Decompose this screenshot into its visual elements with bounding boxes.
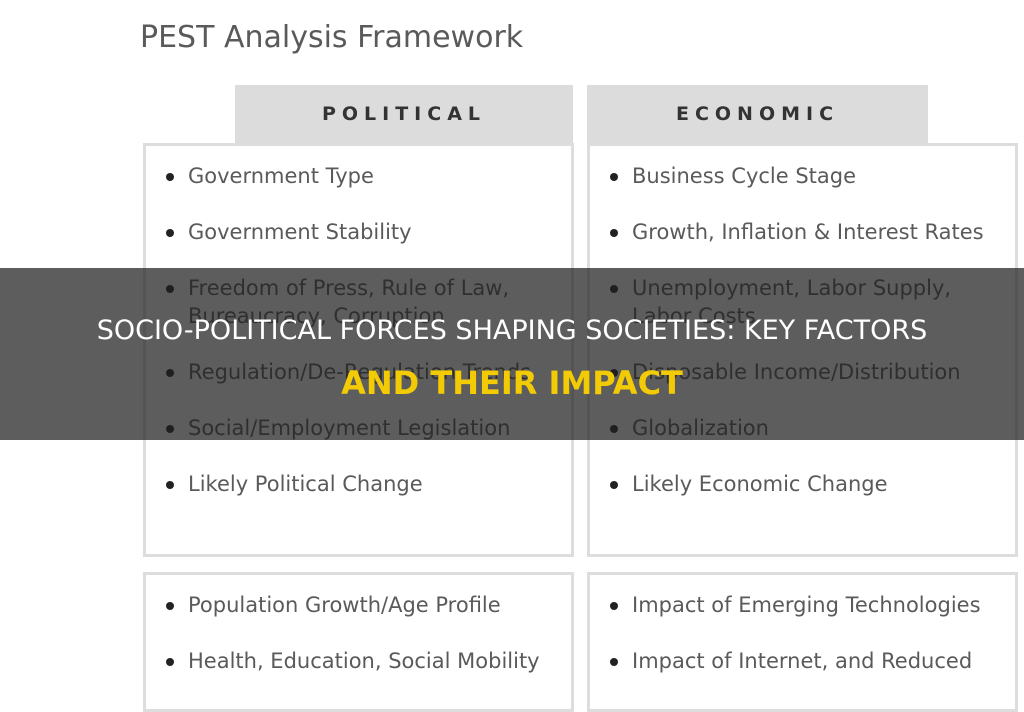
bullet: [610, 229, 618, 237]
bullet: [610, 658, 618, 666]
list-item: Growth, Inflation & Interest Rates: [610, 218, 1012, 246]
list-item: Likely Economic Change: [610, 470, 1012, 498]
bullet: [166, 602, 174, 610]
bullet: [610, 602, 618, 610]
column-heading: ECONOMIC: [587, 85, 928, 143]
list-item: Government Type: [166, 162, 568, 190]
bullet: [166, 173, 174, 181]
list-item: Impact of Internet, and Reduced: [610, 647, 1012, 675]
bullet: [610, 173, 618, 181]
item-text: Likely Economic Change: [632, 472, 888, 496]
banner-title: SOCIO-POLITICAL FORCES SHAPING SOCIETIES…: [96, 315, 928, 346]
list-item: Population Growth/Age Profile: [166, 591, 568, 619]
bullet: [166, 658, 174, 666]
framework-title: PEST Analysis Framework: [140, 20, 524, 55]
item-list: Impact of Emerging Technologies Impact of…: [590, 575, 1015, 675]
item-text: Growth, Inflation & Interest Rates: [632, 220, 984, 244]
list-item: Health, Education, Social Mobility: [166, 647, 568, 675]
item-text: Population Growth/Age Profile: [188, 593, 501, 617]
bullet: [610, 481, 618, 489]
list-item: Likely Political Change: [166, 470, 568, 498]
bottom-box: Impact of Emerging Technologies Impact of…: [587, 572, 1018, 712]
bullet: [166, 481, 174, 489]
item-text: Government Stability: [188, 220, 412, 244]
item-list: Population Growth/Age Profile Health, Edu…: [146, 575, 571, 675]
list-item: Impact of Emerging Technologies: [610, 591, 1012, 619]
page: PEST Analysis Framework POLITICAL Governm…: [0, 20, 1024, 712]
banner-subtitle: AND THEIR IMPACT: [341, 364, 683, 402]
item-text: Likely Political Change: [188, 472, 423, 496]
item-text: Health, Education, Social Mobility: [188, 649, 540, 673]
item-text: Impact of Emerging Technologies: [632, 593, 981, 617]
bullet: [166, 229, 174, 237]
item-text: Impact of Internet, and Reduced: [632, 649, 973, 673]
title-banner: SOCIO-POLITICAL FORCES SHAPING SOCIETIES…: [0, 268, 1024, 440]
item-text: Government Type: [188, 164, 374, 188]
item-text: Business Cycle Stage: [632, 164, 857, 188]
column-heading: POLITICAL: [235, 85, 573, 143]
list-item: Business Cycle Stage: [610, 162, 1012, 190]
bottom-box: Population Growth/Age Profile Health, Edu…: [143, 572, 574, 712]
list-item: Government Stability: [166, 218, 568, 246]
